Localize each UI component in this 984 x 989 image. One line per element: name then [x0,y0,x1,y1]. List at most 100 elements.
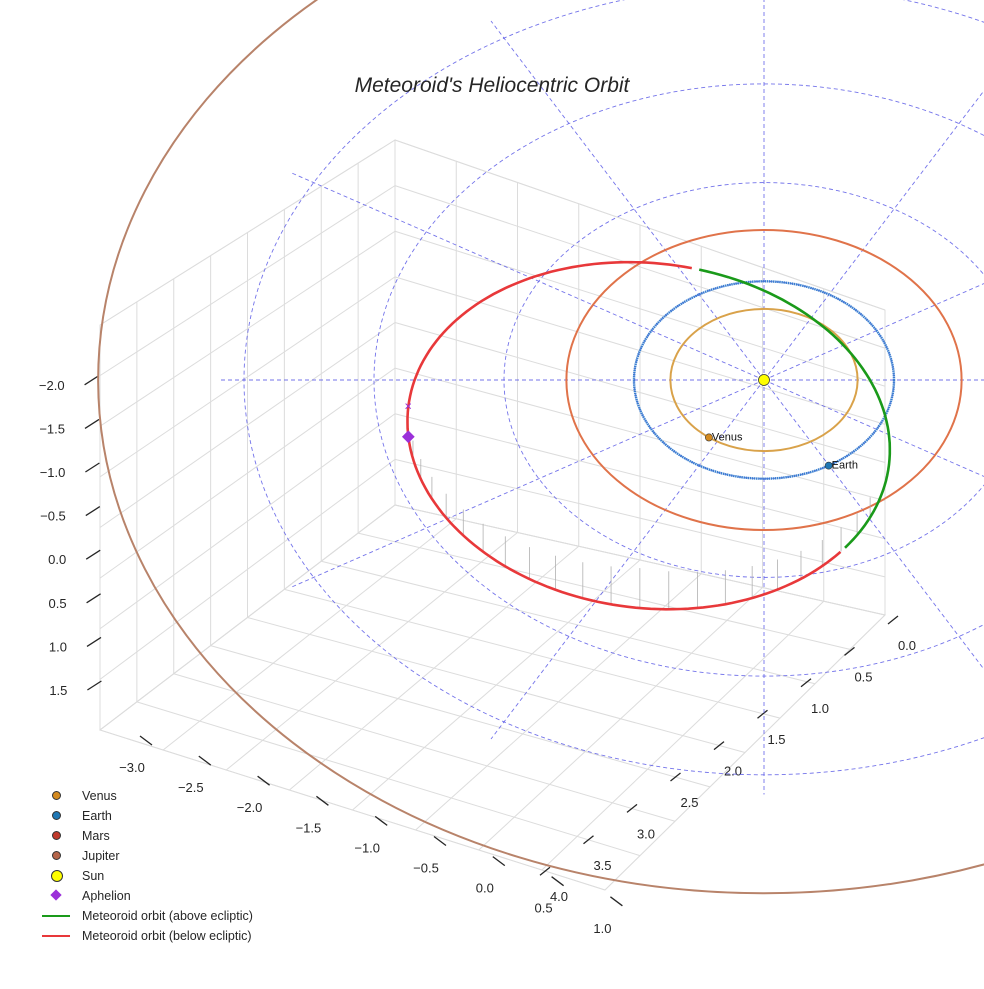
x-tick-mark [257,775,270,786]
x-tick-label: −0.5 [413,861,439,876]
z-tick-mark [84,418,100,429]
grid-line [478,587,763,851]
legend-label: Aphelion [82,889,131,903]
x-tick-mark [492,856,506,867]
z-tick-label: −1.0 [40,465,66,480]
legend-label: Sun [82,869,105,883]
axis-ticks: −3.0 −2.5 −2.0 −1.5 −1.0 −0.5 0.0 0.5 1.0 0.0 0.5 1… [39,375,916,936]
y-tick-label: 0.5 [854,669,872,684]
grid-line [394,230,886,387]
legend-item: Mars [38,826,253,846]
z-tick-label: −1.5 [39,421,65,436]
grid-line [394,185,886,349]
y-tick-mark [583,835,594,845]
grid-line [394,139,886,311]
z-tick-label: 0.5 [49,596,67,611]
x-tick-label: −3.0 [119,760,145,775]
legend-label: Meteoroid orbit (above ecliptic) [82,909,253,923]
legend-item: Aphelion [38,886,253,906]
grid-line [99,458,396,680]
z-tick-label: −0.5 [40,509,66,524]
y-tick-label: 2.0 [724,764,742,779]
z-tick-label: 1.0 [49,639,67,654]
ecliptic-spoke [763,379,984,671]
mars-orbit [565,228,963,532]
aphelion-marker [401,430,415,444]
ecliptic-spoke [490,379,765,740]
x-tick-mark [316,795,329,806]
x-tick-label: −2.0 [237,800,263,815]
x-tick-mark [374,815,388,826]
x-tick-mark [551,876,564,887]
legend-swatch [38,786,76,806]
legend-swatch [38,886,76,906]
legend-swatch [38,826,76,846]
grid-line [99,322,396,528]
x-tick-mark [433,835,447,847]
legend-marker [52,811,61,820]
axis-panes [98,139,887,891]
legend-item: Meteoroid orbit (below ecliptic) [38,926,253,946]
legend-marker [42,935,70,937]
legend-marker [52,791,61,800]
grid-line [604,614,886,891]
earth-label: Earth [832,460,858,472]
grid-line [99,367,396,579]
ecliptic-spoke [290,379,765,588]
ecliptic-spoke [290,172,765,381]
legend-swatch [38,926,76,946]
legend-swatch [38,806,76,826]
y-tick-mark [670,772,681,782]
grid-line [358,532,851,650]
legend-marker [51,870,63,882]
earth-marker [824,461,833,470]
ecliptic-spoke [763,379,984,477]
y-tick-label: 3.0 [637,826,655,841]
legend-label: Jupiter [82,849,120,863]
grid-line [99,230,396,427]
z-tick-mark [85,462,100,473]
legend-item: Jupiter [38,846,253,866]
legend-marker [50,889,62,901]
meteoroid-orbit [406,260,892,611]
legend-swatch [38,866,76,886]
y-tick-label: 1.5 [767,732,785,747]
grid-line [394,322,886,463]
y-tick-label: 2.5 [680,795,698,810]
jupiter-orbit [97,0,984,895]
earth-orbit [632,280,896,480]
grid-line [99,276,396,478]
z-tick-mark [86,636,102,647]
meteoroid-orbit-below [407,260,693,407]
meteoroid-orbit-above [698,268,892,549]
z-tick-mark [86,593,101,604]
z-tick-label: 1.5 [49,683,67,698]
legend-label: Meteoroid orbit (below ecliptic) [82,929,252,943]
meteoroid-orbit-below [406,406,842,611]
legend-marker [52,851,61,860]
grid-line [99,413,396,630]
legend-label: Venus [82,789,117,803]
legend-swatch [38,846,76,866]
x-tick-label: 1.0 [593,921,611,936]
legend-item: Venus [38,786,253,806]
x-tick-mark [139,735,153,746]
legend-swatch [38,906,76,926]
y-tick-label: 1.0 [811,701,829,716]
legend-label: Earth [82,809,112,823]
y-tick-label: 0.0 [898,638,916,653]
legend-item: Sun [38,866,253,886]
venus-marker [705,433,713,442]
x-tick-label: 0.0 [476,881,494,896]
ecliptic-grid [218,0,984,795]
grid-line [247,617,746,753]
y-tick-mark [539,866,551,876]
y-tick-mark [844,646,855,656]
y-tick-mark [713,741,725,751]
planet-orbits [97,0,984,895]
x-tick-mark [198,755,212,766]
sun-marker [758,374,770,386]
x-tick-label: −2.5 [178,780,204,795]
legend-label: Mars [82,829,110,843]
axis-gridlines [99,139,886,891]
